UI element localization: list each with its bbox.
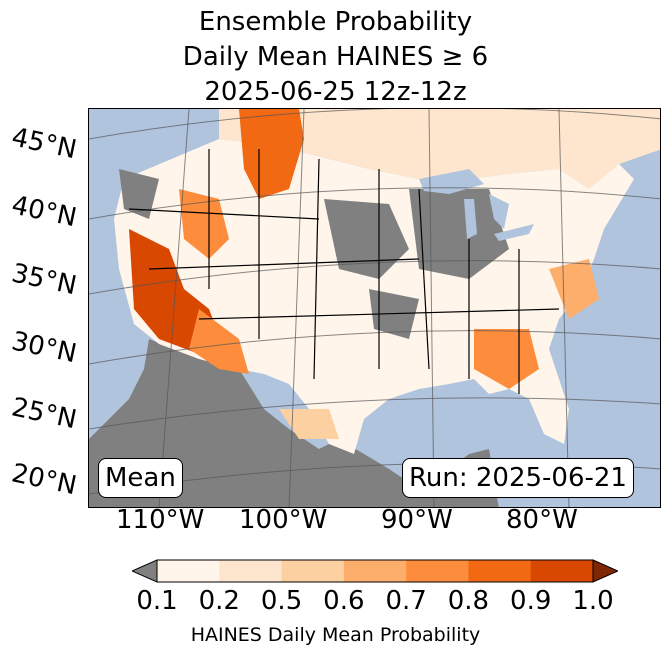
carolinas-prob — [549, 259, 599, 319]
colorbar — [132, 559, 618, 583]
lake-huron — [489, 194, 509, 229]
mexico-region — [89, 339, 499, 507]
colorbar-segment — [530, 560, 594, 582]
colorbar-tick-label: 0.5 — [260, 586, 303, 616]
colorbar-segment — [157, 560, 220, 582]
northwest-masked — [119, 169, 159, 219]
lon-label-80: 80°W — [506, 505, 578, 535]
colorbar-tick-label: 0.7 — [385, 586, 427, 616]
colorbar-tick-label: 0.9 — [510, 586, 552, 616]
colorbar-segments — [157, 560, 594, 582]
run-date-box: Run: 2025-06-21 — [402, 458, 634, 498]
colorbar-segment — [343, 560, 407, 582]
arizona-prob — [189, 309, 249, 374]
lat-label-35: 35°N — [8, 258, 80, 302]
colorbar-segment — [406, 560, 469, 582]
idaho-nevada-prob — [179, 189, 229, 259]
title-line-3: 2025-06-25 12z-12z — [204, 77, 467, 107]
colorbar-segment — [468, 560, 532, 582]
lat-label-45: 45°N — [8, 122, 80, 166]
colorbar-label: HAINES Daily Mean Probability — [190, 624, 481, 646]
colorbar-over-arrow — [592, 559, 618, 583]
lon-label-100: 100°W — [239, 505, 328, 535]
plains-masked — [324, 199, 409, 279]
colorbar-tick-label: 0.1 — [136, 586, 178, 616]
lat-label-25: 25°N — [8, 392, 80, 436]
colorbar-tick-label: 0.8 — [447, 586, 490, 616]
title-line-1: Ensemble Probability — [198, 7, 473, 37]
midwest-masked — [409, 189, 509, 279]
colorbar-tick-label: 0.2 — [198, 586, 240, 616]
lake-erie — [494, 224, 534, 241]
canada-region — [219, 109, 660, 189]
colorbar-tick-label: 0.6 — [323, 586, 365, 616]
state-borders — [128, 149, 560, 394]
mean-label-box: Mean — [98, 458, 183, 498]
graticule — [89, 109, 660, 507]
montana-high-prob — [239, 109, 304, 199]
lat-label-40: 40°N — [8, 190, 80, 234]
title-line-2: Daily Mean HAINES ≥ 6 — [182, 42, 489, 72]
colorbar-segment — [281, 560, 345, 582]
probability-map — [88, 108, 661, 508]
texas-prob — [279, 409, 339, 439]
colorbar-segment — [219, 560, 283, 582]
colorbar-under-arrow — [132, 559, 158, 583]
lat-label-20: 20°N — [8, 458, 80, 502]
lon-label-90: 90°W — [381, 505, 453, 535]
southeast-prob — [474, 329, 539, 389]
lake-michigan — [464, 199, 477, 239]
map-svg — [89, 109, 660, 507]
lat-label-30: 30°N — [8, 326, 80, 370]
colorbar-tick-label: 1.0 — [572, 586, 614, 616]
lon-label-110: 110°W — [116, 505, 205, 535]
colorbar-outline — [156, 559, 594, 583]
